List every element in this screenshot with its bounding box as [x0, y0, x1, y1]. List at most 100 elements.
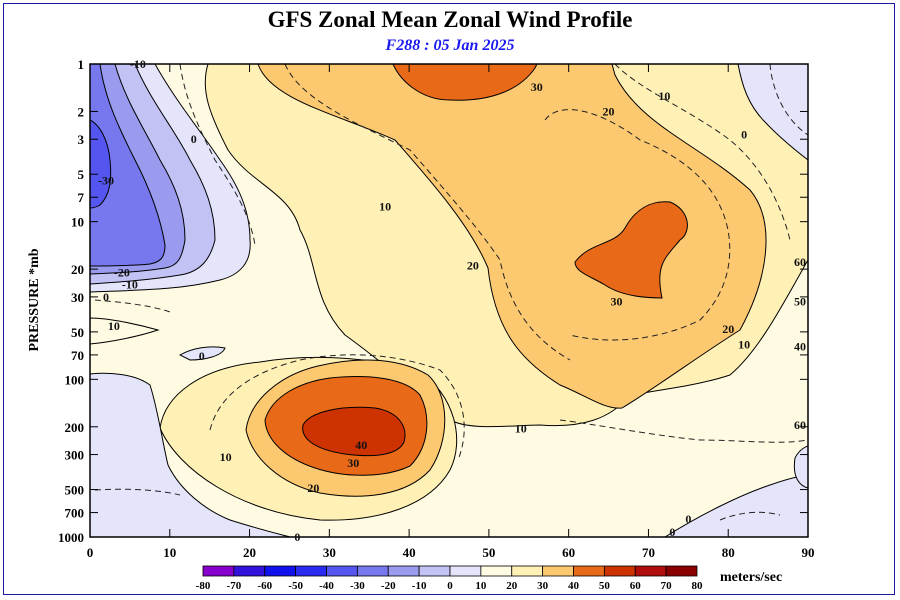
contour-label: 10: [220, 450, 232, 464]
field-pos-lens: [90, 317, 160, 345]
contour-label: 0: [103, 290, 109, 304]
contour-label: 30: [611, 294, 623, 308]
colorbar-label: -70: [227, 580, 242, 592]
colorbar-label: -30: [350, 580, 365, 592]
y-tick-label: 500: [65, 483, 85, 498]
x-tick-label: 40: [403, 545, 416, 560]
field-neg-right-small: [793, 445, 808, 489]
colorbar-swatch: [418, 565, 451, 577]
colorbar-swatch: [480, 565, 513, 577]
y-tick-label: 5: [78, 167, 85, 182]
x-tick-label: 10: [163, 545, 176, 560]
contour-label: 10: [658, 89, 670, 103]
x-tick-label: 70: [642, 545, 655, 560]
contour-label: 0: [685, 512, 691, 526]
y-tick-label: 50: [71, 325, 84, 340]
contour-fields: [90, 64, 808, 537]
colorbar-swatch: [387, 565, 420, 577]
x-tick-label: 0: [87, 545, 94, 560]
contour-label: 30: [531, 80, 543, 94]
y-tick-label: 7: [78, 190, 85, 205]
colorbar-label: 80: [692, 580, 704, 592]
field-neg-ne: [737, 64, 808, 161]
contour-labels: -103020100-300102030-20-1001002010605040…: [98, 57, 806, 544]
contour-label: 60: [794, 255, 806, 269]
contour-label: -10: [122, 277, 138, 291]
colorbar-label: 40: [568, 580, 580, 592]
colorbar-swatch: [542, 565, 574, 577]
contour-label: -10: [130, 57, 146, 71]
field-neg-left-40: [90, 119, 112, 209]
colorbar-label: -10: [412, 580, 427, 592]
x-tick-label: 80: [722, 545, 735, 560]
y-tick-label: 10: [71, 215, 84, 230]
y-tick-label: 700: [65, 506, 85, 521]
y-tick-label: 200: [65, 420, 85, 435]
contour-label: 10: [738, 337, 750, 351]
field-neg-bottom-left: [90, 372, 291, 537]
colorbar: -80 -70 -60 -50 -40 -30 -20 -10 0 10 20 30 40 50 60 70 8…: [196, 565, 704, 592]
y-tick-label: 20: [71, 262, 84, 277]
contour-label: 60: [794, 418, 806, 432]
chart-title: GFS Zonal Mean Zonal Wind Profile: [267, 7, 633, 32]
field-40-50: [302, 406, 406, 457]
contour-label: 20: [307, 481, 319, 495]
chart-subtitle: F288 : 05 Jan 2025: [385, 37, 515, 54]
plot-frame: [89, 63, 809, 538]
colorbar-label: 50: [599, 580, 611, 592]
colorbar-swatch: [202, 565, 235, 577]
field-20-30: [257, 64, 767, 409]
dashed-contours: [94, 64, 808, 521]
colorbar-label: -60: [257, 580, 272, 592]
contour-label: 40: [794, 340, 806, 354]
colorbar-label: 30: [537, 580, 549, 592]
field-neg-left-30: [90, 64, 166, 267]
y-tick-label: 70: [71, 348, 84, 363]
contour-label: 0: [669, 525, 675, 539]
contour-label: 10: [108, 319, 120, 333]
figure-frame: [3, 3, 895, 595]
colorbar-swatch: [634, 565, 667, 577]
colorbar-label: -50: [288, 580, 303, 592]
x-tick-label: 30: [323, 545, 336, 560]
contour-label: -20: [114, 265, 130, 279]
colorbar-label: 0: [447, 580, 453, 592]
field-30-40: [392, 64, 538, 101]
x-tick-label: 60: [562, 545, 575, 560]
contour-label: 40: [355, 438, 367, 452]
colorbar-swatch: [233, 565, 266, 577]
contour-label: 10: [379, 199, 391, 213]
colorbar-label: -20: [381, 580, 396, 592]
contour-label: 50: [794, 294, 806, 308]
colorbar-label: 60: [630, 580, 642, 592]
colorbar-label: -80: [196, 580, 211, 592]
contour-label: 0: [294, 530, 300, 544]
colorbar-swatch: [449, 565, 482, 577]
colorbar-swatch: [356, 565, 389, 577]
colorbar-swatch: [511, 565, 544, 577]
y-tick-label: 2: [78, 104, 85, 119]
y-tick-label: 100: [65, 372, 85, 387]
contour-label: 20: [467, 259, 479, 273]
colorbar-swatch: [326, 565, 358, 577]
colorbar-label: 70: [661, 580, 673, 592]
x-axis: 0 10 20 30 40 50 60 70 80 90: [87, 64, 815, 560]
colorbar-label: -40: [319, 580, 334, 592]
y-tick-label: 1000: [58, 530, 84, 545]
contour-label: 0: [191, 132, 197, 146]
contour-label: 20: [603, 104, 615, 118]
contour-label: 30: [347, 456, 359, 470]
y-tick-label: 30: [71, 290, 84, 305]
field-neg-lens: [178, 346, 226, 361]
y-tick-label: 300: [65, 448, 85, 463]
colorbar-swatch: [264, 565, 297, 577]
contour-label: 10: [515, 421, 527, 435]
colorbar-swatch: [295, 565, 327, 577]
y-tick-label: 3: [78, 132, 85, 147]
x-tick-label: 90: [802, 545, 815, 560]
x-tick-label: 20: [243, 545, 256, 560]
contour-label: 20: [722, 322, 734, 336]
colorbar-label: 20: [506, 580, 518, 592]
